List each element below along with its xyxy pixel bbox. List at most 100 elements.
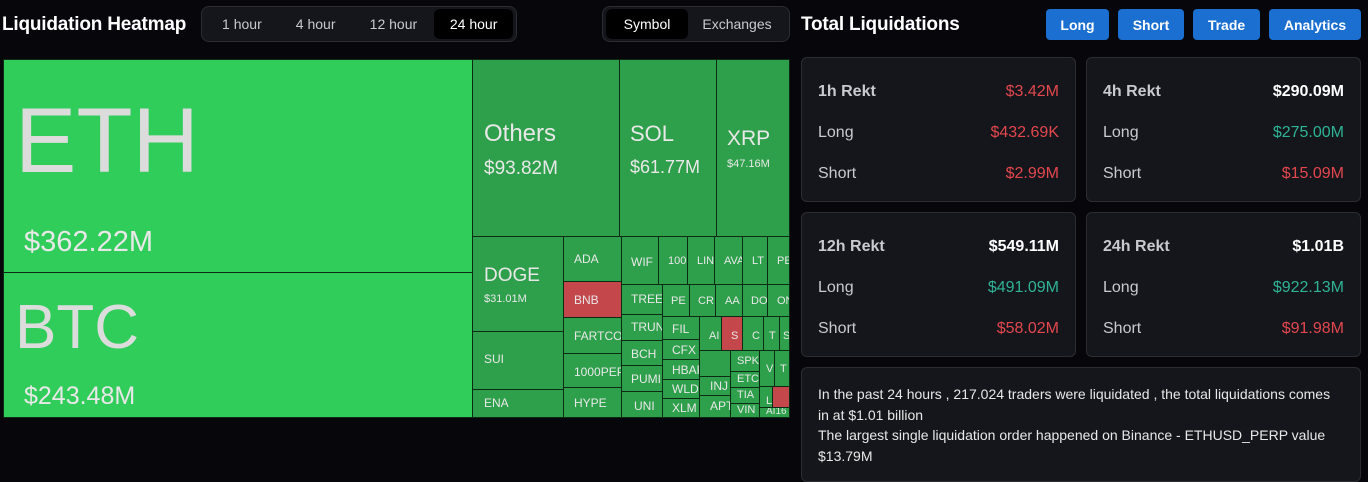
heatmap-cell-hbar[interactable]: HBAR <box>662 359 700 380</box>
heatmap-cell-link[interactable]: LIN <box>687 236 715 285</box>
long-value: $432.69K <box>990 124 1059 141</box>
cell-symbol: ON <box>777 295 789 307</box>
long-label: Long <box>1103 124 1139 141</box>
cell-symbol: SUI <box>484 352 505 366</box>
heatmap-cell-bch[interactable]: BCH <box>621 340 663 366</box>
heatmap-cell-tree[interactable]: TREE <box>621 284 663 315</box>
heatmap-cell-ondo[interactable]: ON <box>767 284 790 317</box>
heatmap-cell-spk[interactable]: SPK <box>730 350 760 372</box>
heatmap-cell-s-red[interactable]: S <box>721 316 743 351</box>
heatmap-cell-fartcoin[interactable]: FARTCOI <box>563 317 622 354</box>
cell-value: $61.77M <box>630 157 701 177</box>
heatmap-cell-bnb[interactable]: BNB <box>563 281 622 318</box>
summary-line-1: In the past 24 hours , 217.024 traders w… <box>818 386 1331 423</box>
heatmap-cell-eth[interactable]: ETH $362.22M <box>3 59 473 273</box>
heatmap-cell-ena[interactable]: ENA <box>472 389 564 418</box>
heatmap-cell-t[interactable]: T <box>763 316 780 351</box>
cell-value: $362.22M <box>24 226 153 258</box>
heatmap-cell-ai16z[interactable]: AI16 <box>759 407 790 418</box>
heatmap-cell-1000pepe[interactable]: 1000PEP <box>563 353 622 388</box>
view-tabs: Symbol Exchanges <box>602 6 790 42</box>
tab-exchanges[interactable]: Exchanges <box>702 16 772 32</box>
cell-symbol: ENA <box>484 396 509 410</box>
cell-symbol: FIL <box>672 322 690 336</box>
heatmap-cell-t2[interactable]: T <box>774 350 790 387</box>
tab-24-hour[interactable]: 24 hour <box>434 9 514 39</box>
heatmap-cell-ai[interactable]: AI <box>699 316 722 351</box>
cell-symbol: LT <box>752 255 765 267</box>
heatmap-cell-sol[interactable]: SOL $61.77M <box>619 59 717 237</box>
cell-symbol: WLD <box>672 382 699 396</box>
heatmap-cell-wif[interactable]: WIF <box>621 236 659 285</box>
heatmap-cell-pe2[interactable]: PE <box>662 284 690 317</box>
analytics-button[interactable]: Analytics <box>1269 9 1361 40</box>
heatmap-cell-sui[interactable]: SUI <box>472 331 564 390</box>
heatmap-cell-cfx[interactable]: CFX <box>662 339 700 360</box>
card-12h-rekt: 12h Rekt $549.11M Long $491.09M Short $58.0… <box>801 212 1076 357</box>
cell-symbol: CR <box>698 295 714 307</box>
card-title: 1h Rekt <box>818 83 876 100</box>
heatmap-cell-vine[interactable]: VIN <box>730 403 760 418</box>
heatmap-cell-pump[interactable]: PUMI <box>621 365 663 392</box>
cell-symbol: SPK <box>737 355 760 367</box>
trade-button[interactable]: Trade <box>1193 9 1260 40</box>
cell-value: $47.16M <box>727 158 770 170</box>
page-title: Liquidation Heatmap <box>2 14 187 35</box>
heatmap-cell-ada[interactable]: ADA <box>563 236 622 282</box>
heatmap-cell-doge[interactable]: DOGE $31.01M <box>472 236 564 332</box>
heatmap-cell-dot[interactable]: DO <box>742 284 768 317</box>
heatmap-cell-hype[interactable]: HYPE <box>563 387 622 418</box>
heatmap-cell-uni[interactable]: UNI <box>621 391 663 418</box>
heatmap-cell-fil[interactable]: FIL <box>662 316 700 340</box>
heatmap-cell-avax[interactable]: AVA <box>714 236 743 285</box>
cell-symbol: TREE <box>631 292 663 306</box>
tab-12-hour[interactable]: 12 hour <box>369 16 418 32</box>
heatmap-cell-xlm[interactable]: XLM <box>662 398 700 418</box>
short-label: Short <box>818 320 857 337</box>
cell-symbol: C <box>752 330 760 342</box>
cell-symbol: PE <box>671 295 686 307</box>
heatmap-cell-c[interactable]: C <box>742 316 764 351</box>
heatmap-cell-xrp[interactable]: XRP $47.16M <box>716 59 790 237</box>
liquidation-summary: In the past 24 hours , 217.024 traders w… <box>801 367 1361 482</box>
card-24h-rekt: 24h Rekt $1.01B Long $922.13M Short $91.98M <box>1086 212 1361 357</box>
tab-4-hour[interactable]: 4 hour <box>295 16 336 32</box>
heatmap-cell-aave[interactable]: AA <box>715 284 743 317</box>
long-value: $491.09M <box>987 279 1059 296</box>
cell-value: $243.48M <box>24 382 136 410</box>
long-button[interactable]: Long <box>1046 9 1109 40</box>
heatmap-cell-v[interactable]: V <box>759 350 775 387</box>
cell-symbol: INJ <box>710 379 728 393</box>
card-4h-rekt: 4h Rekt $290.09M Long $275.00M Short $15.09… <box>1086 57 1361 202</box>
heatmap-cell-s2[interactable]: S <box>779 316 790 351</box>
heatmap-cell-inj[interactable] <box>699 350 731 377</box>
tab-symbol[interactable]: Symbol <box>606 9 688 39</box>
long-label: Long <box>818 124 854 141</box>
heatmap-cell-etc[interactable]: ETC <box>730 371 760 388</box>
cell-symbol: WIF <box>631 255 653 269</box>
heatmap-cell-crv[interactable]: CR <box>689 284 716 317</box>
tab-1-hour[interactable]: 1 hour <box>222 16 262 32</box>
heatmap-cell-inj-label[interactable]: INJ <box>699 376 731 396</box>
card-total: $1.01B <box>1292 238 1344 255</box>
heatmap-cell-ltc[interactable]: LT <box>742 236 768 285</box>
heatmap-cell-wld[interactable]: WLD <box>662 379 700 399</box>
cell-symbol: Others <box>484 120 557 147</box>
heatmap-cell-pe[interactable]: PE <box>767 236 790 285</box>
long-label: Long <box>818 279 854 296</box>
cell-symbol: APT <box>710 399 730 413</box>
cell-symbol: ETH <box>15 90 199 192</box>
heatmap-cell-btc[interactable]: BTC $243.48M <box>3 272 473 418</box>
cell-symbol: SOL <box>630 121 675 146</box>
short-button[interactable]: Short <box>1118 9 1184 40</box>
cell-symbol: UNI <box>634 399 655 413</box>
heatmap-cell-trump[interactable]: TRUN <box>621 314 663 341</box>
cell-symbol: HYPE <box>574 396 607 410</box>
heatmap-cell-apt[interactable]: APT <box>699 395 731 418</box>
cell-symbol: TRUN <box>631 320 663 334</box>
heatmap-cell-tia[interactable]: TIA <box>730 387 760 404</box>
cell-symbol: VIN <box>737 404 756 416</box>
heatmap-cell-a-red[interactable] <box>772 386 790 408</box>
heatmap-cell-1000x[interactable]: 100 <box>658 236 688 285</box>
heatmap-cell-others[interactable]: Others $93.82M <box>472 59 620 237</box>
